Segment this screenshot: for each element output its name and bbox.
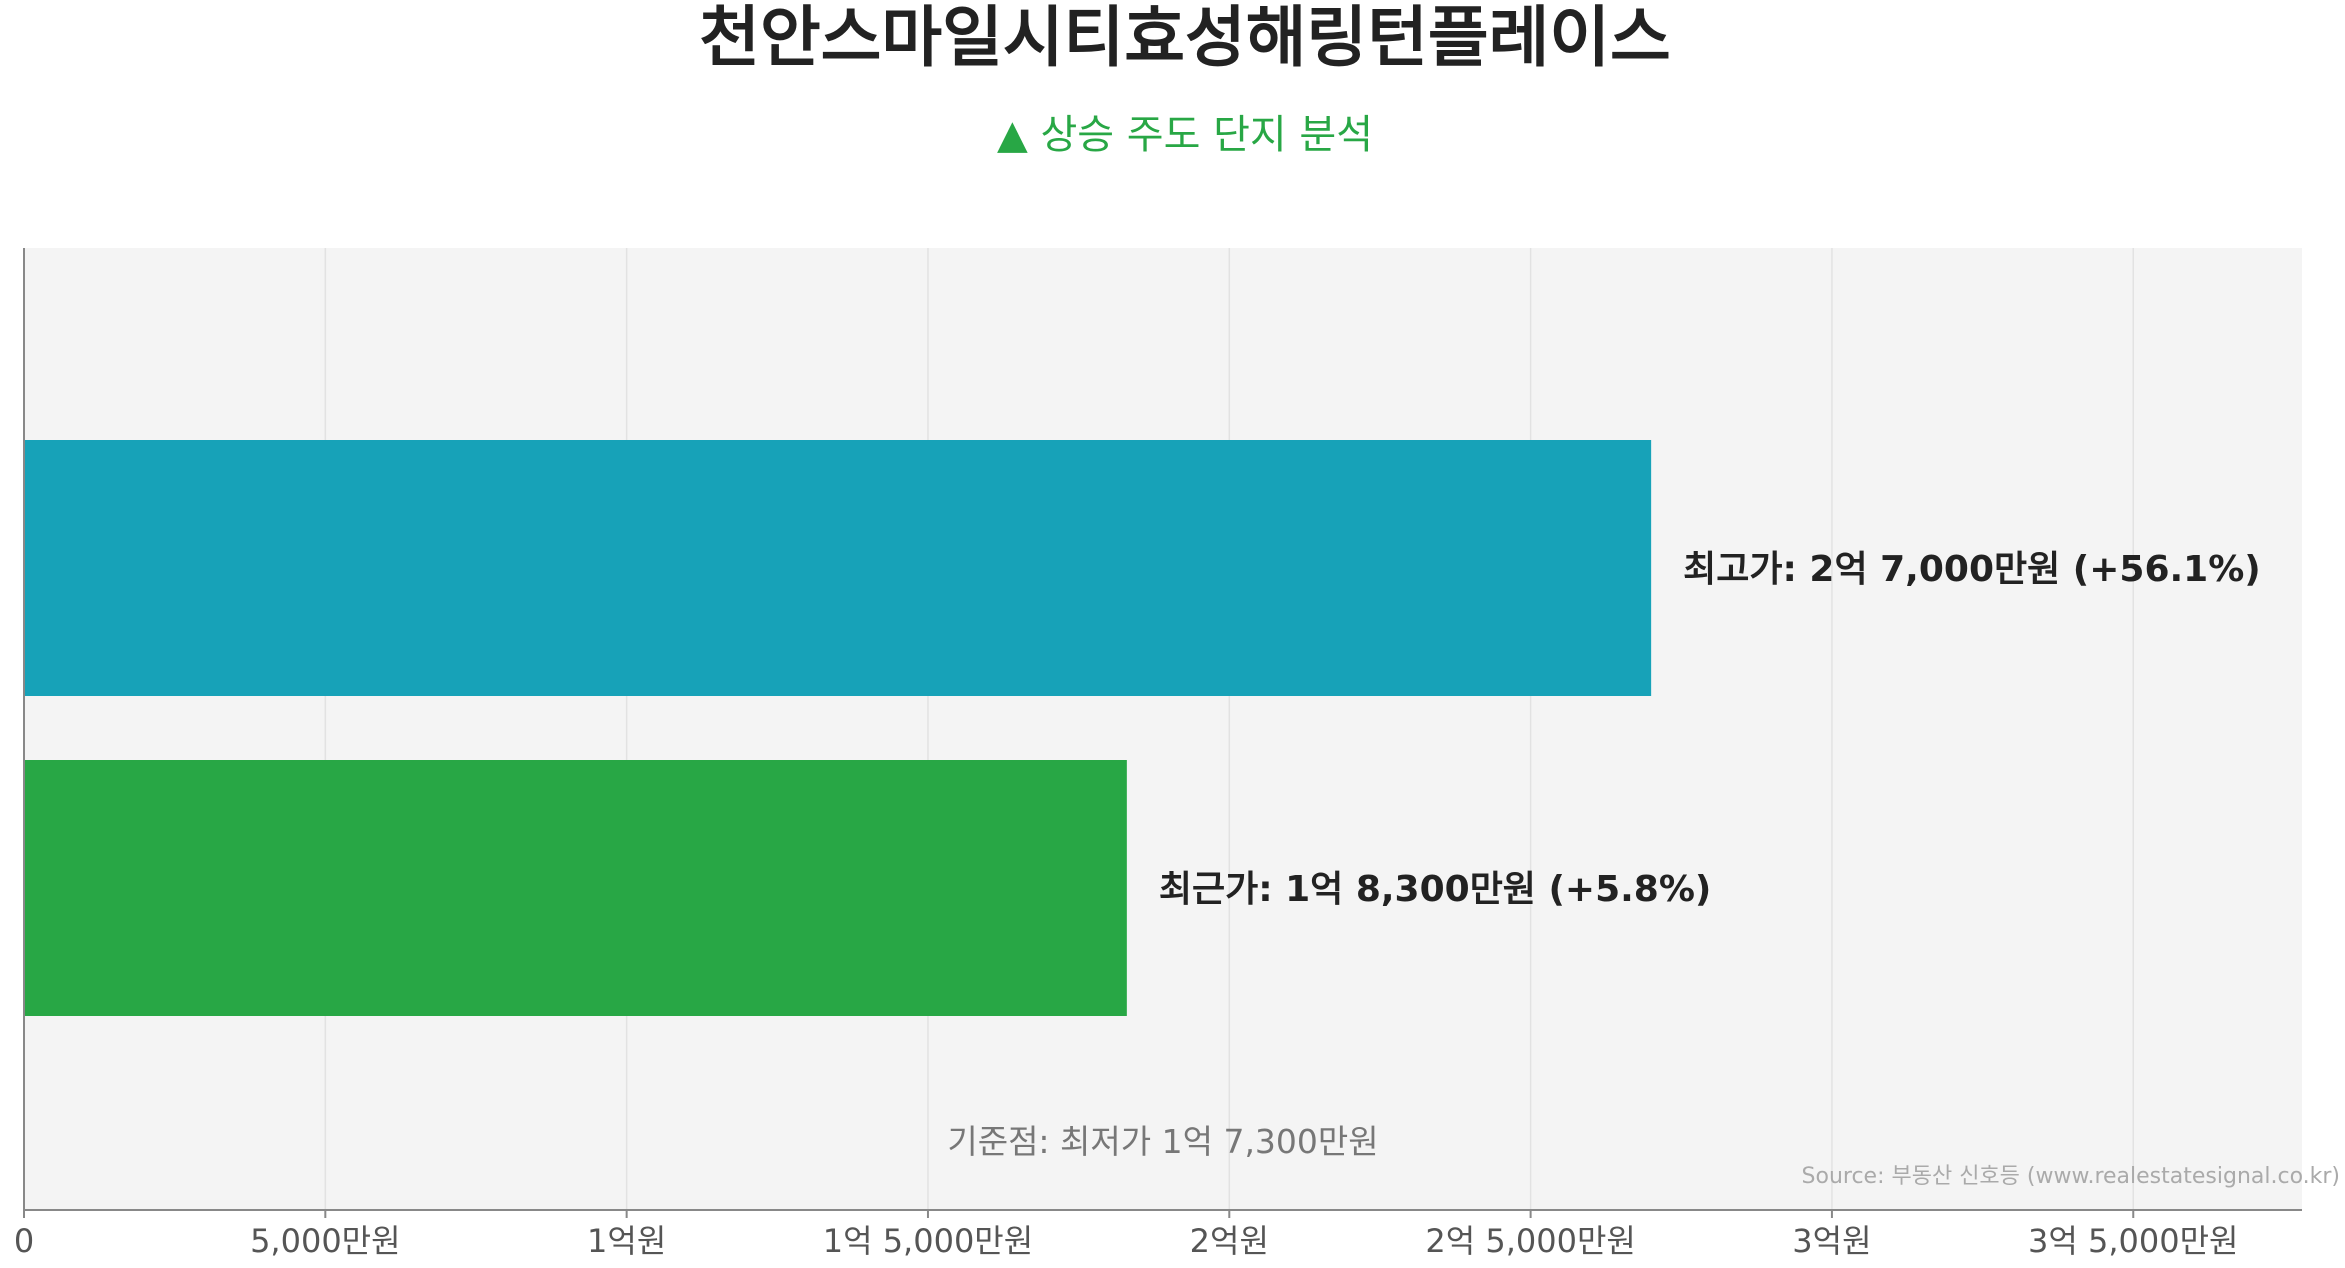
bar-labels: 최고가: 2억 7,000만원 (+56.1%) 최근가: 1억 8,300만원 … [1159, 549, 2261, 910]
chart-title: 천안스마일시티효성해링턴플레이스 [699, 0, 1671, 76]
bar-label-recent-price: 최근가: 1억 8,300만원 (+5.8%) [1159, 869, 1712, 910]
x-tick-label: 3억원 [1792, 1222, 1871, 1260]
source-note: Source: 부동산 신호등 (www.realestatesignal.co… [1802, 1164, 2340, 1189]
chart-subtitle: ▲ 상승 주도 단지 분석 [997, 112, 1373, 158]
x-tick-label: 1억원 [587, 1222, 666, 1260]
bar-label-max-price: 최고가: 2억 7,000만원 (+56.1%) [1683, 549, 2261, 590]
x-tick-label: 1억 5,000만원 [823, 1222, 1033, 1260]
x-tick-label: 0 [14, 1222, 34, 1260]
baseline-note: 기준점: 최저가 1억 7,300만원 [947, 1122, 1378, 1161]
bars [24, 440, 1652, 1016]
x-tick-label: 5,000만원 [250, 1222, 401, 1260]
x-tick-label: 2억 5,000만원 [1425, 1222, 1635, 1260]
x-tick-label: 3억 5,000만원 [2028, 1222, 2238, 1260]
x-tick-label: 2억원 [1190, 1222, 1269, 1260]
x-axis-ticks: 0 5,000만원 1억원 1억 5,000만원 2억원 2억 5,000만원 3억원 3억 … [14, 1210, 2238, 1260]
plot-area [24, 248, 2302, 1210]
bar-max-price [24, 440, 1652, 696]
grid-lines [324, 248, 2135, 1210]
bar-recent-price [24, 760, 1127, 1016]
